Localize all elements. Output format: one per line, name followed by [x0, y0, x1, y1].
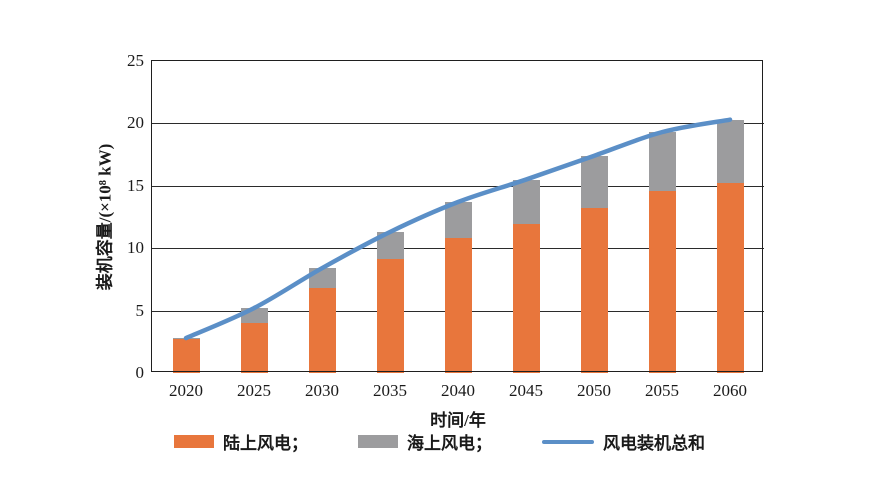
bar-陆上风电-2020	[172, 339, 200, 373]
y-tick-label-15: 15	[127, 175, 144, 195]
bar-陆上风电-2040	[444, 238, 472, 373]
x-tick-label-2035: 2035	[373, 381, 407, 400]
x-tick-label-2050: 2050	[577, 381, 611, 400]
bar-海上风电-2045	[512, 179, 540, 225]
bar-陆上风电-2035	[376, 259, 404, 373]
plot-area	[152, 61, 764, 373]
x-tick-label-2060: 2060	[713, 381, 747, 400]
total-line-svg	[183, 117, 733, 341]
bar-陆上风电-2060	[716, 183, 744, 373]
bar-海上风电-2060	[716, 119, 744, 184]
y-tick-label-0: 0	[135, 363, 145, 382]
legend-label: 陆上风电；	[223, 434, 308, 453]
x-tick-label-2045: 2045	[509, 381, 543, 400]
bar-海上风电-2040	[444, 202, 472, 239]
bar-陆上风电-2050	[580, 208, 608, 373]
legend-swatch-rect-icon	[358, 435, 398, 448]
legend-item-0: 陆上风电；	[174, 429, 308, 454]
y-tick-label-10: 10	[127, 238, 144, 258]
legend-label: 风电装机总和	[603, 434, 705, 453]
bar-陆上风电-2045	[512, 224, 540, 373]
x-tick-label-2040: 2040	[441, 381, 475, 400]
y-tick-label-25: 25	[127, 51, 144, 70]
x-axis-title: 时间/年	[430, 411, 486, 430]
gridline-y-20	[152, 123, 764, 125]
legend: 陆上风电； 海上风电； 风电装机总和	[0, 429, 879, 454]
bar-陆上风电-2025	[240, 323, 268, 373]
legend-item-2: 风电装机总和	[542, 429, 705, 454]
y-tick-label-20: 20	[127, 113, 144, 133]
legend-swatch-line-icon	[542, 439, 594, 444]
bar-陆上风电-2030	[308, 288, 336, 373]
x-tick-label-2025: 2025	[237, 381, 271, 400]
gridline-y-15	[152, 185, 764, 187]
bar-海上风电-2055	[648, 132, 676, 191]
legend-item-1: 海上风电；	[358, 429, 492, 454]
bar-陆上风电-2055	[648, 190, 676, 373]
y-tick-label-5: 5	[135, 300, 145, 320]
total-line	[183, 117, 733, 341]
x-tick-label-2055: 2055	[645, 381, 679, 400]
legend-label: 海上风电；	[407, 434, 492, 453]
legend-swatch-rect-icon	[174, 435, 214, 448]
y-axis-title: 装机容量/(×10⁸ kW)	[95, 143, 115, 291]
bar-海上风电-2050	[580, 155, 608, 209]
x-tick-label-2020: 2020	[169, 381, 203, 400]
x-tick-label-2030: 2030	[305, 381, 339, 400]
